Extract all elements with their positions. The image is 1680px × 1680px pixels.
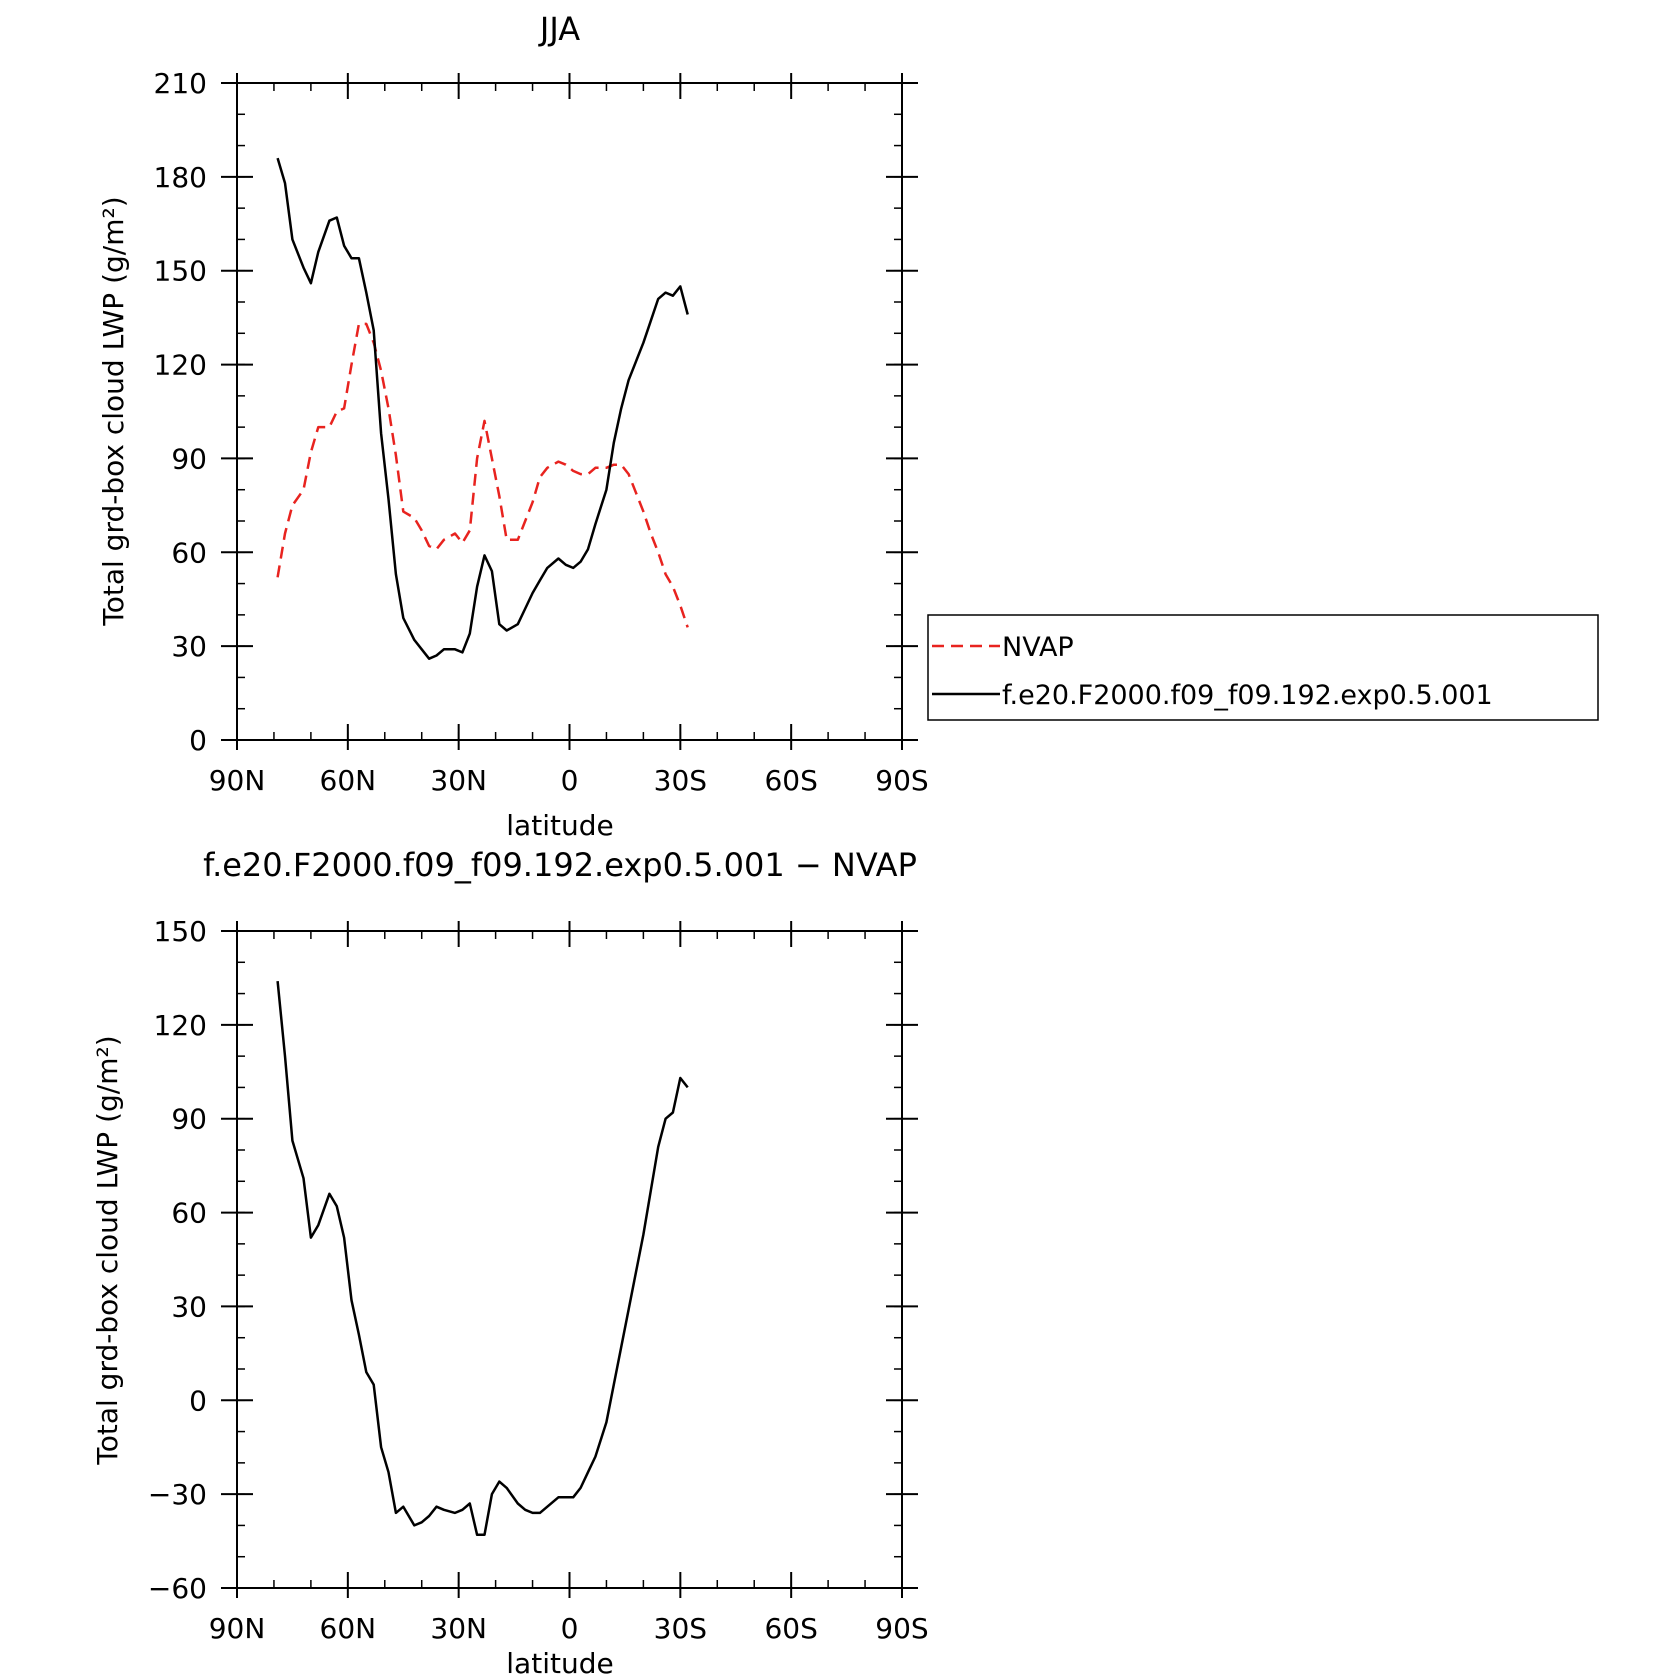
legend-box bbox=[927, 614, 1599, 721]
y-tick-label: 30 bbox=[171, 1290, 207, 1323]
chart-title-bottom: f.e20.F2000.f09_f09.192.exp0.5.001 − NVA… bbox=[203, 846, 917, 884]
x-tick-label: 0 bbox=[561, 1612, 579, 1645]
x-tick-label: 60N bbox=[320, 1612, 377, 1645]
y-tick-label: 0 bbox=[189, 1384, 207, 1417]
y-tick-label: 90 bbox=[171, 442, 207, 475]
y-axis-label-top: Total grd-box cloud LWP (g/m²) bbox=[97, 196, 130, 626]
x-tick-label: 30N bbox=[430, 1612, 487, 1645]
panel-bottom-difference: f.e20.F2000.f09_f09.192.exp0.5.001 − NVA… bbox=[91, 846, 929, 1680]
chart-title-top: JJA bbox=[538, 10, 580, 48]
y-tick-label: 120 bbox=[154, 1009, 207, 1042]
series-line-nvap bbox=[276, 322, 689, 628]
y-tick-label: 150 bbox=[154, 915, 207, 948]
series-line-model bbox=[276, 157, 689, 660]
x-tick-label: 60N bbox=[320, 764, 377, 797]
series-line-difference bbox=[276, 980, 689, 1537]
legend-label-model: f.e20.F2000.f09_f09.192.exp0.5.001 bbox=[1002, 680, 1493, 711]
y-tick-label: 90 bbox=[171, 1103, 207, 1136]
legend: NVAP f.e20.F2000.f09_f09.192.exp0.5.001 bbox=[927, 614, 1599, 721]
y-tick-label: −30 bbox=[148, 1478, 207, 1511]
x-tick-label: 90N bbox=[209, 1612, 266, 1645]
series-group-bottom bbox=[276, 980, 689, 1537]
plot-frame bbox=[236, 82, 903, 741]
y-tick-label: 180 bbox=[154, 161, 207, 194]
axes-bottom: 90N 60N 30N 0 30S 60S 90S −60 −30 0 30 60 90 120 150 bbox=[148, 915, 929, 1645]
series-group-top bbox=[276, 157, 689, 660]
panel-top-jja: JJA 90N 60N 30N 0 30S 60S 90S 0 30 60 90 120 150 180 2… bbox=[97, 10, 1599, 842]
y-tick-label: 120 bbox=[154, 349, 207, 382]
y-tick-label: 60 bbox=[171, 536, 207, 569]
x-axis-label-bottom: latitude bbox=[506, 1647, 613, 1680]
y-tick-label: 0 bbox=[189, 724, 207, 757]
x-tick-label: 90N bbox=[209, 764, 266, 797]
legend-label-nvap: NVAP bbox=[1002, 632, 1074, 663]
axes-top: 90N 60N 30N 0 30S 60S 90S 0 30 60 90 120 150 180 210 bbox=[154, 67, 929, 797]
y-tick-label: 210 bbox=[154, 67, 207, 100]
y-tick-label: −60 bbox=[148, 1572, 207, 1605]
y-tick-label: 30 bbox=[171, 630, 207, 663]
y-tick-label: 150 bbox=[154, 255, 207, 288]
x-tick-label: 30S bbox=[654, 1612, 707, 1645]
x-tick-label: 0 bbox=[561, 764, 579, 797]
x-tick-label: 30S bbox=[654, 764, 707, 797]
x-tick-label: 60S bbox=[764, 1612, 817, 1645]
plot-frame bbox=[236, 930, 903, 1589]
y-axis-label-bottom: Total grd-box cloud LWP (g/m²) bbox=[91, 1035, 124, 1465]
x-axis-label-top: latitude bbox=[506, 809, 613, 842]
y-tick-label: 60 bbox=[171, 1197, 207, 1230]
x-tick-label: 90S bbox=[875, 1612, 928, 1645]
x-tick-label: 30N bbox=[430, 764, 487, 797]
x-tick-label: 90S bbox=[875, 764, 928, 797]
x-tick-label: 60S bbox=[764, 764, 817, 797]
